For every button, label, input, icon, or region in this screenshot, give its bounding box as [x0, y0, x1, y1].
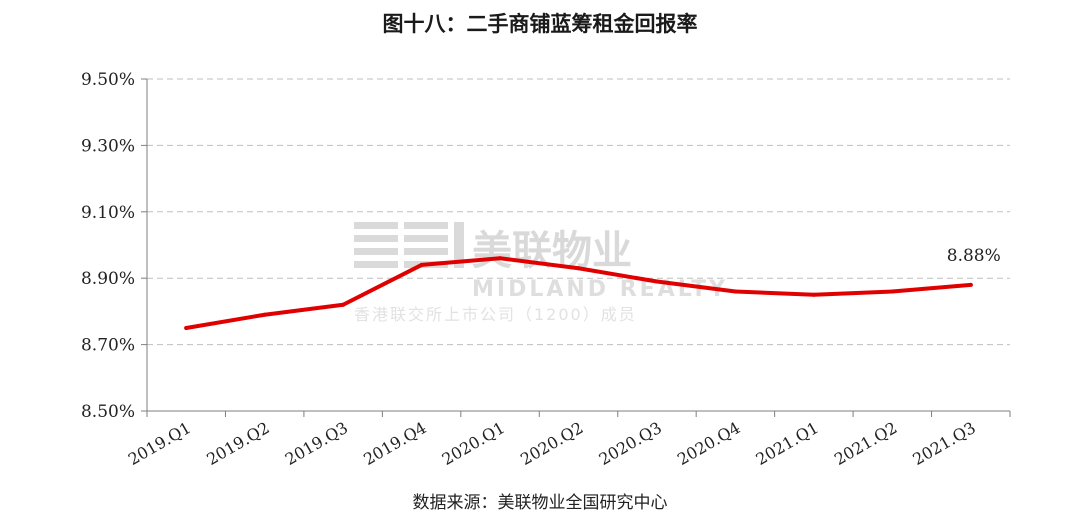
source-note: 数据来源：美联物业全国研究中心 [412, 493, 668, 513]
y-tick-label: 9.50% [81, 70, 135, 90]
y-tick-label: 8.90% [81, 269, 135, 289]
x-tick-label: 2020.Q2 [517, 418, 586, 469]
x-tick-label: 2021.Q1 [753, 418, 822, 469]
data-point [890, 289, 895, 294]
watermark-logo: 美联物业 MIDLAND REALTY 香港联交所上市公司（1200）成员 [354, 222, 728, 324]
data-point [184, 326, 189, 330]
data-point [341, 302, 346, 307]
data-point [811, 292, 816, 297]
chart-title: 图十八：二手商铺蓝筹租金回报率 [382, 12, 698, 36]
x-tick-label: 2019.Q3 [282, 418, 351, 469]
y-tick-label: 8.70% [81, 336, 135, 356]
y-tick-label: 9.10% [81, 203, 135, 223]
data-point [498, 256, 503, 261]
watermark-sub: 香港联交所上市公司（1200）成员 [354, 305, 637, 324]
grid-layer [147, 78, 1010, 346]
watermark-cn: 美联物业 [472, 228, 632, 274]
data-label: 8.88% [947, 246, 1001, 266]
watermark-en: MIDLAND REALTY [472, 277, 728, 302]
data-point [419, 262, 424, 267]
x-tick-label: 2020.Q4 [674, 418, 743, 469]
x-tick-label: 2020.Q1 [439, 418, 508, 469]
x-tick-label: 2021.Q3 [909, 418, 978, 469]
x-tick-label: 2020.Q3 [596, 418, 665, 469]
axis-layer [141, 78, 1011, 417]
series-layer [184, 256, 973, 330]
x-tick-label: 2019.Q4 [360, 418, 429, 469]
x-tick-label: 2021.Q2 [831, 418, 900, 469]
data-point [654, 279, 659, 284]
x-tick-label: 2019.Q2 [203, 418, 272, 469]
y-tick-label: 9.30% [81, 136, 135, 156]
data-point [733, 289, 738, 294]
x-tick-label: 2019.Q1 [125, 418, 194, 469]
data-point [968, 282, 973, 287]
data-point [262, 312, 267, 317]
data-point [576, 266, 581, 271]
y-tick-label: 8.50% [81, 402, 135, 422]
